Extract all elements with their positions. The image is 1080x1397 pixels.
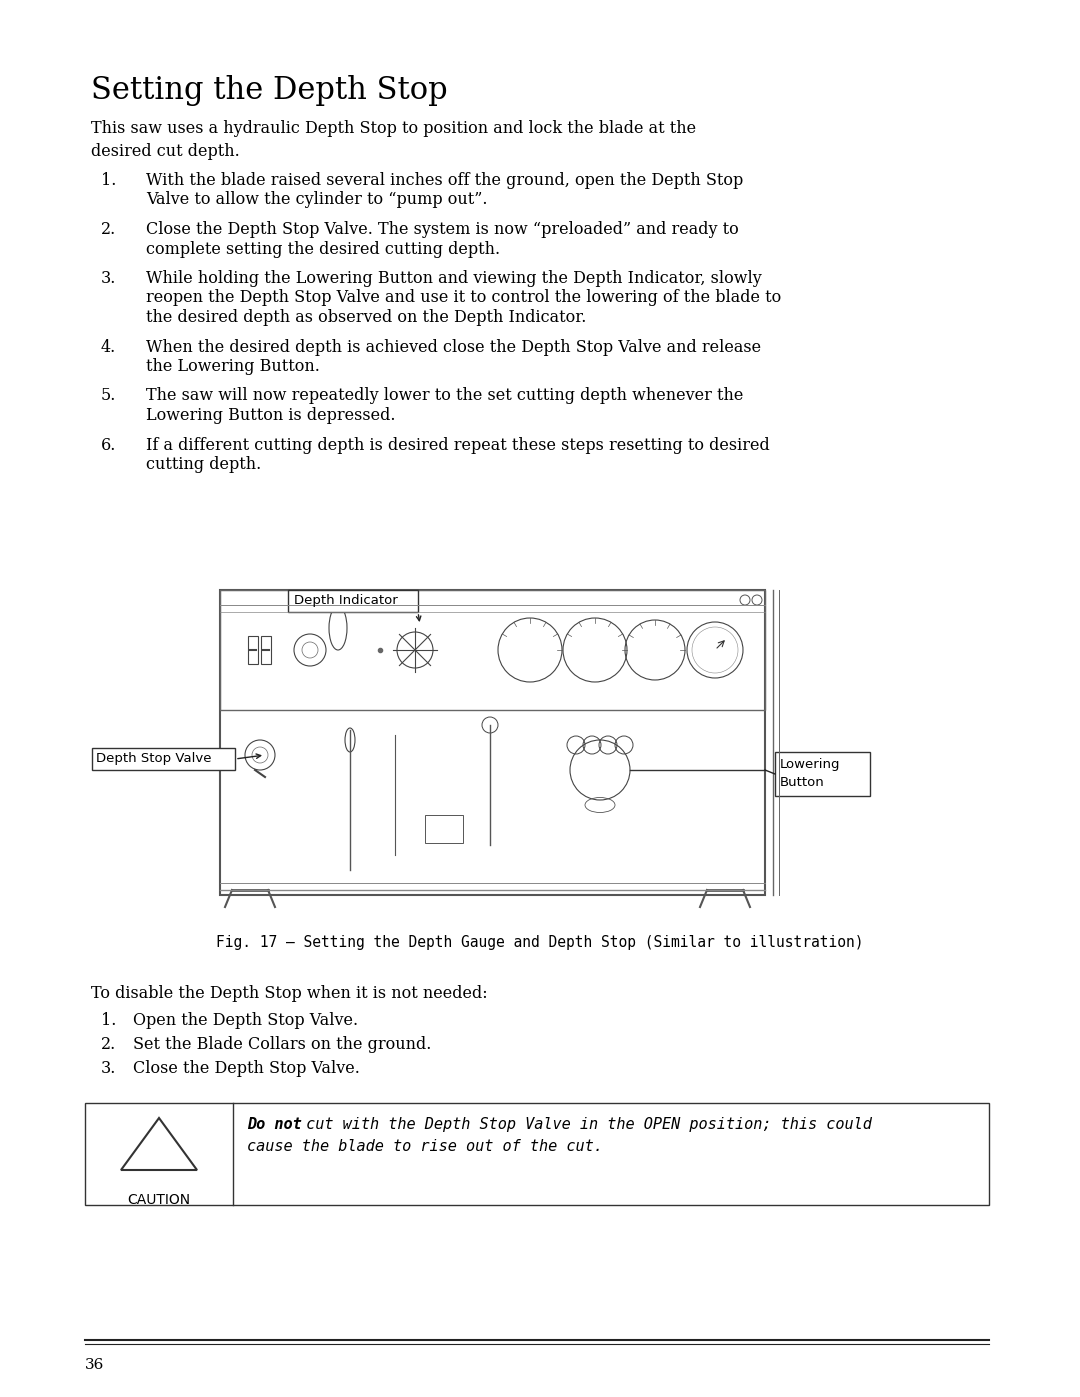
Text: Set the Blade Collars on the ground.: Set the Blade Collars on the ground. <box>133 1037 431 1053</box>
Text: Depth Indicator: Depth Indicator <box>294 594 397 608</box>
Bar <box>85 1104 989 1206</box>
Text: the desired depth as observed on the Depth Indicator.: the desired depth as observed on the Dep… <box>146 309 586 326</box>
Text: With the blade raised several inches off the ground, open the Depth Stop: With the blade raised several inches off… <box>146 172 743 189</box>
Bar <box>426 814 463 842</box>
Bar <box>220 590 765 710</box>
Text: While holding the Lowering Button and viewing the Depth Indicator, slowly: While holding the Lowering Button and vi… <box>146 270 761 286</box>
Text: This saw uses a hydraulic Depth Stop to position and lock the blade at the: This saw uses a hydraulic Depth Stop to … <box>91 120 697 137</box>
Text: Valve to allow the cylinder to “pump out”.: Valve to allow the cylinder to “pump out… <box>146 191 487 208</box>
Text: the Lowering Button.: the Lowering Button. <box>146 358 320 374</box>
Text: The saw will now repeatedly lower to the set cutting depth whenever the: The saw will now repeatedly lower to the… <box>146 387 743 405</box>
Text: complete setting the desired cutting depth.: complete setting the desired cutting dep… <box>146 240 500 257</box>
Text: Lowering Button is depressed.: Lowering Button is depressed. <box>146 407 395 425</box>
Text: 3.: 3. <box>102 1060 117 1077</box>
Bar <box>92 747 235 770</box>
Text: 36: 36 <box>85 1358 105 1372</box>
Text: 4.: 4. <box>102 338 117 355</box>
Text: reopen the Depth Stop Valve and use it to control the lowering of the blade to: reopen the Depth Stop Valve and use it t… <box>146 289 781 306</box>
Text: Close the Depth Stop Valve. The system is now “preloaded” and ready to: Close the Depth Stop Valve. The system i… <box>146 221 739 237</box>
Bar <box>220 590 765 895</box>
Text: 2.: 2. <box>102 1037 117 1053</box>
Text: When the desired depth is achieved close the Depth Stop Valve and release: When the desired depth is achieved close… <box>146 338 761 355</box>
Text: Open the Depth Stop Valve.: Open the Depth Stop Valve. <box>133 1011 359 1030</box>
Text: To disable the Depth Stop when it is not needed:: To disable the Depth Stop when it is not… <box>91 985 488 1002</box>
Bar <box>248 636 258 664</box>
Text: Fig. 17 — Setting the Depth Gauge and Depth Stop (Similar to illustration): Fig. 17 — Setting the Depth Gauge and De… <box>216 935 864 950</box>
Text: If a different cutting depth is desired repeat these steps resetting to desired: If a different cutting depth is desired … <box>146 436 770 454</box>
Text: 1.: 1. <box>102 172 117 189</box>
Text: Do not: Do not <box>247 1118 301 1132</box>
Bar <box>775 752 870 796</box>
Bar <box>261 636 271 664</box>
Text: cut with the Depth Stop Valve in the OPEN position; this could: cut with the Depth Stop Valve in the OPE… <box>297 1118 872 1132</box>
Bar <box>288 590 418 612</box>
Text: 2.: 2. <box>102 221 117 237</box>
Text: 3.: 3. <box>102 270 117 286</box>
Text: Setting the Depth Stop: Setting the Depth Stop <box>91 75 447 106</box>
Text: Lowering: Lowering <box>780 759 840 771</box>
Text: desired cut depth.: desired cut depth. <box>91 142 240 161</box>
Text: Close the Depth Stop Valve.: Close the Depth Stop Valve. <box>133 1060 360 1077</box>
Text: 1.: 1. <box>102 1011 117 1030</box>
Text: CAUTION: CAUTION <box>127 1193 190 1207</box>
Text: cause the blade to rise out of the cut.: cause the blade to rise out of the cut. <box>247 1139 603 1154</box>
Text: 6.: 6. <box>102 436 117 454</box>
Text: Button: Button <box>780 775 825 789</box>
Text: 5.: 5. <box>102 387 117 405</box>
Text: Depth Stop Valve: Depth Stop Valve <box>96 752 212 766</box>
Text: cutting depth.: cutting depth. <box>146 455 261 474</box>
